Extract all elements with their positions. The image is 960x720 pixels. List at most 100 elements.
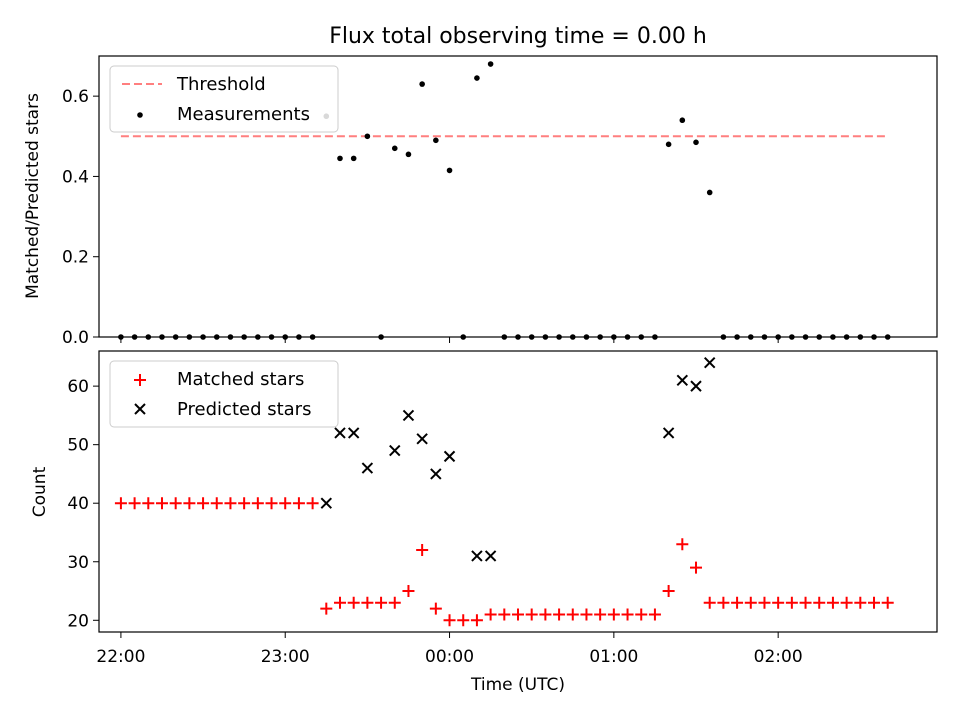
- matched-star-point: [470, 614, 483, 627]
- matched-star-point: [635, 608, 648, 621]
- matched-star-point: [731, 596, 744, 609]
- matched-star-point: [114, 497, 127, 510]
- count-x-tick-label: 22:00: [96, 647, 145, 667]
- measurement-point: [487, 61, 494, 67]
- measurement-point: [337, 155, 343, 162]
- matched-star-point: [840, 596, 853, 609]
- measurement-point: [693, 139, 699, 146]
- matched-star-point: [785, 596, 798, 609]
- count-y-tick-label: 40: [67, 494, 89, 514]
- matched-star-point: [621, 608, 634, 621]
- ratio-legend-frame: [109, 65, 339, 133]
- legend-measurements-marker: [137, 112, 143, 118]
- matched-star-point: [648, 608, 661, 621]
- matched-star-point: [525, 608, 538, 621]
- ratio-panel-frame: [98, 55, 938, 338]
- measurement-point: [433, 137, 439, 144]
- matched-star-point: [292, 497, 305, 510]
- measurement-point: [405, 151, 412, 158]
- matched-star-point: [416, 544, 429, 557]
- matched-star-point: [772, 596, 785, 609]
- matched-star-point: [717, 596, 730, 609]
- matched-star-point: [320, 602, 333, 615]
- matched-star-point: [457, 614, 470, 627]
- ratio-y-tick-label: 0.2: [62, 248, 89, 268]
- predicted-star-point: [430, 468, 442, 480]
- predicted-star-point: [471, 550, 483, 562]
- matched-star-point: [142, 497, 155, 510]
- predicted-star-point: [676, 374, 689, 386]
- count-panel: 20 30 40 50 60 22:00 23:00 00:00 01:00 02:00 Cou…: [30, 350, 938, 695]
- count-x-tick-label: 01:00: [589, 647, 638, 667]
- predicted-star-point: [334, 427, 346, 439]
- ratio-y-tick-label: 0.6: [62, 87, 89, 107]
- matched-star-point: [443, 614, 456, 627]
- legend-threshold-label: Threshold: [176, 74, 266, 95]
- matched-star-point: [881, 596, 894, 609]
- matched-star-point: [429, 602, 442, 615]
- measurement-point: [364, 133, 371, 140]
- count-legend-frame: [109, 360, 339, 428]
- predicted-star-point: [402, 409, 415, 422]
- matched-star-point: [484, 608, 497, 621]
- matched-star-point: [388, 596, 401, 609]
- count-x-tick-label: 23:00: [261, 647, 310, 667]
- matched-star-point: [128, 497, 141, 510]
- count-y-tick-label: 60: [67, 377, 89, 397]
- matched-star-point: [703, 596, 716, 609]
- ratio-panel: 0.0 0.2 0.4 0.6 Matched/Predicted stars Thr…: [23, 55, 938, 348]
- matched-star-point: [402, 585, 415, 598]
- figure-title: Flux total observing time = 0.00 h: [329, 24, 707, 49]
- measurement-point: [419, 81, 425, 87]
- ratio-y-ticks: 0.0 0.2 0.4 0.6: [62, 87, 99, 348]
- matched-star-point: [758, 596, 771, 609]
- predicted-star-point: [690, 380, 702, 392]
- legend-measurements-label: Measurements: [177, 104, 310, 125]
- matched-star-point: [594, 608, 607, 621]
- matched-star-point: [265, 497, 278, 510]
- matched-star-point: [347, 596, 360, 609]
- matched-star-point: [224, 497, 237, 510]
- ratio-legend: Threshold Measurements: [109, 65, 339, 133]
- count-y-ticks: 20 30 40 50 60: [67, 377, 99, 631]
- count-y-tick-label: 50: [67, 436, 89, 456]
- matched-star-point: [868, 596, 881, 609]
- legend-predicted-marker: [134, 403, 146, 415]
- matched-star-point: [306, 497, 319, 510]
- matched-star-point: [361, 596, 374, 609]
- measurement-point: [679, 117, 686, 124]
- measurement-point: [706, 189, 713, 196]
- x-axis-label: Time (UTC): [470, 675, 565, 695]
- predicted-star-point: [347, 427, 360, 439]
- matched-star-point: [498, 608, 511, 621]
- measurement-point: [665, 141, 672, 148]
- ratio-y-tick-label: 0.4: [62, 167, 89, 187]
- ratio-series-layer: [118, 61, 891, 340]
- matched-star-point: [279, 497, 292, 510]
- count-y-axis-label: Count: [30, 466, 50, 517]
- matched-star-point: [238, 497, 251, 510]
- matched-star-point: [169, 497, 182, 510]
- count-y-tick-label: 30: [67, 553, 89, 573]
- count-x-tick-label: 02:00: [754, 647, 803, 667]
- ratio-y-axis-label: Matched/Predicted stars: [23, 93, 43, 299]
- legend-predicted-label: Predicted stars: [177, 399, 311, 420]
- count-series-layer: [114, 357, 894, 627]
- predicted-star-point: [416, 433, 428, 445]
- count-panel-frame: [98, 350, 938, 633]
- count-legend: Matched stars Predicted stars: [109, 360, 339, 428]
- matched-star-point: [375, 596, 388, 609]
- matched-star-point: [854, 596, 867, 609]
- matched-star-point: [512, 608, 524, 621]
- matched-star-point: [553, 608, 566, 621]
- count-x-ticks: 22:00 23:00 00:00 01:00 02:00: [96, 632, 803, 667]
- matched-star-point: [580, 608, 593, 621]
- count-y-tick-label: 20: [67, 611, 89, 631]
- count-x-tick-label: 00:00: [425, 647, 474, 667]
- matched-star-point: [826, 596, 839, 609]
- matched-star-point: [333, 596, 346, 609]
- matched-star-point: [539, 608, 552, 621]
- matched-star-point: [690, 561, 703, 574]
- predicted-star-point: [662, 427, 675, 439]
- predicted-star-point: [443, 450, 456, 463]
